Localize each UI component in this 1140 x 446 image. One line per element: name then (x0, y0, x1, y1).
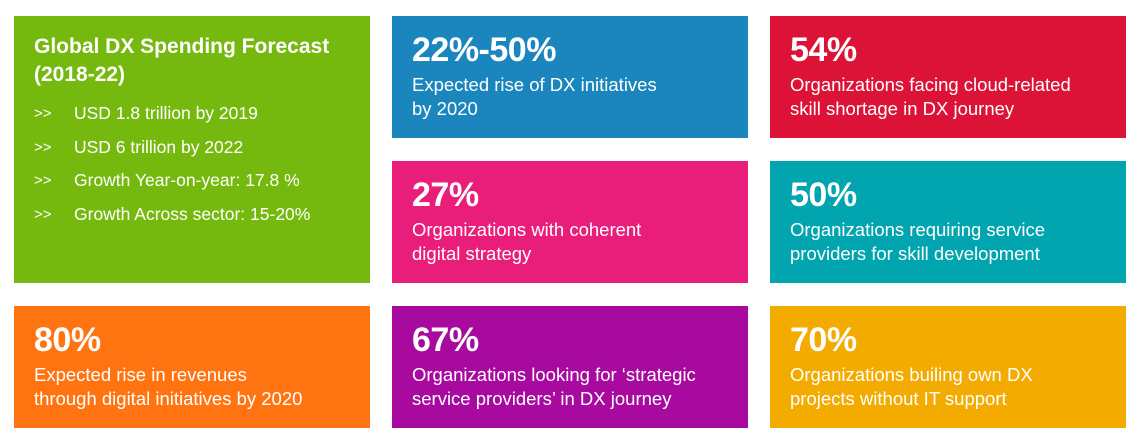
stat-tile-revenues: 80% Expected rise in revenues through di… (14, 306, 370, 428)
stat-description: Expected rise of DX initiatives by 2020 (412, 74, 657, 119)
stat-value: 70% (790, 321, 857, 359)
stat-value: 54% (790, 31, 857, 69)
stat-tile-strategic-providers: 67% Organizations looking for ‘strategic… (392, 306, 748, 428)
stat-description: Organizations facing cloud-related skill… (790, 74, 1071, 119)
stat-value: 80% (34, 321, 101, 359)
forecast-title: Global DX Spending Forecast (2018-22) (34, 35, 330, 86)
stat-value: 22%-50% (412, 31, 556, 69)
double-chevron-icon: >> (34, 138, 52, 156)
list-item: >> USD 1.8 trillion by 2019 (34, 103, 258, 124)
double-chevron-icon: >> (34, 105, 52, 123)
forecast-tile: Global DX Spending Forecast (2018-22) >>… (14, 16, 370, 283)
stat-tile-service-providers: 50% Organizations requiring service prov… (770, 161, 1126, 283)
stat-value: 50% (790, 176, 857, 214)
stat-tile-digital-strategy: 27% Organizations with coherent digital … (392, 161, 748, 283)
forecast-list: >> USD 1.8 trillion by 2019 >> USD 6 trill… (34, 97, 350, 231)
stat-tile-cloud-skill: 54% Organizations facing cloud-related s… (770, 16, 1126, 138)
stat-description: Organizations with coherent digital stra… (412, 219, 642, 264)
stat-description: Expected rise in revenues through digita… (34, 364, 303, 409)
list-item: >> Growth Year-on-year: 17.8 % (34, 170, 300, 191)
list-item: >> USD 6 trillion by 2022 (34, 136, 244, 157)
stat-value: 67% (412, 321, 479, 359)
stat-value: 27% (412, 176, 479, 214)
stat-description: Organizations builing own DX projects wi… (790, 364, 1033, 409)
list-item: >> Growth Across sector: 15-20% (34, 203, 311, 224)
stat-tile-dx-initiatives: 22%-50% Expected rise of DX initiatives … (392, 16, 748, 138)
double-chevron-icon: >> (34, 172, 52, 190)
stat-tile-own-projects: 70% Organizations builing own DX project… (770, 306, 1126, 428)
double-chevron-icon: >> (34, 205, 52, 223)
stat-description: Organizations looking for ‘strategic ser… (412, 364, 696, 409)
stat-description: Organizations requiring service provider… (790, 219, 1046, 264)
